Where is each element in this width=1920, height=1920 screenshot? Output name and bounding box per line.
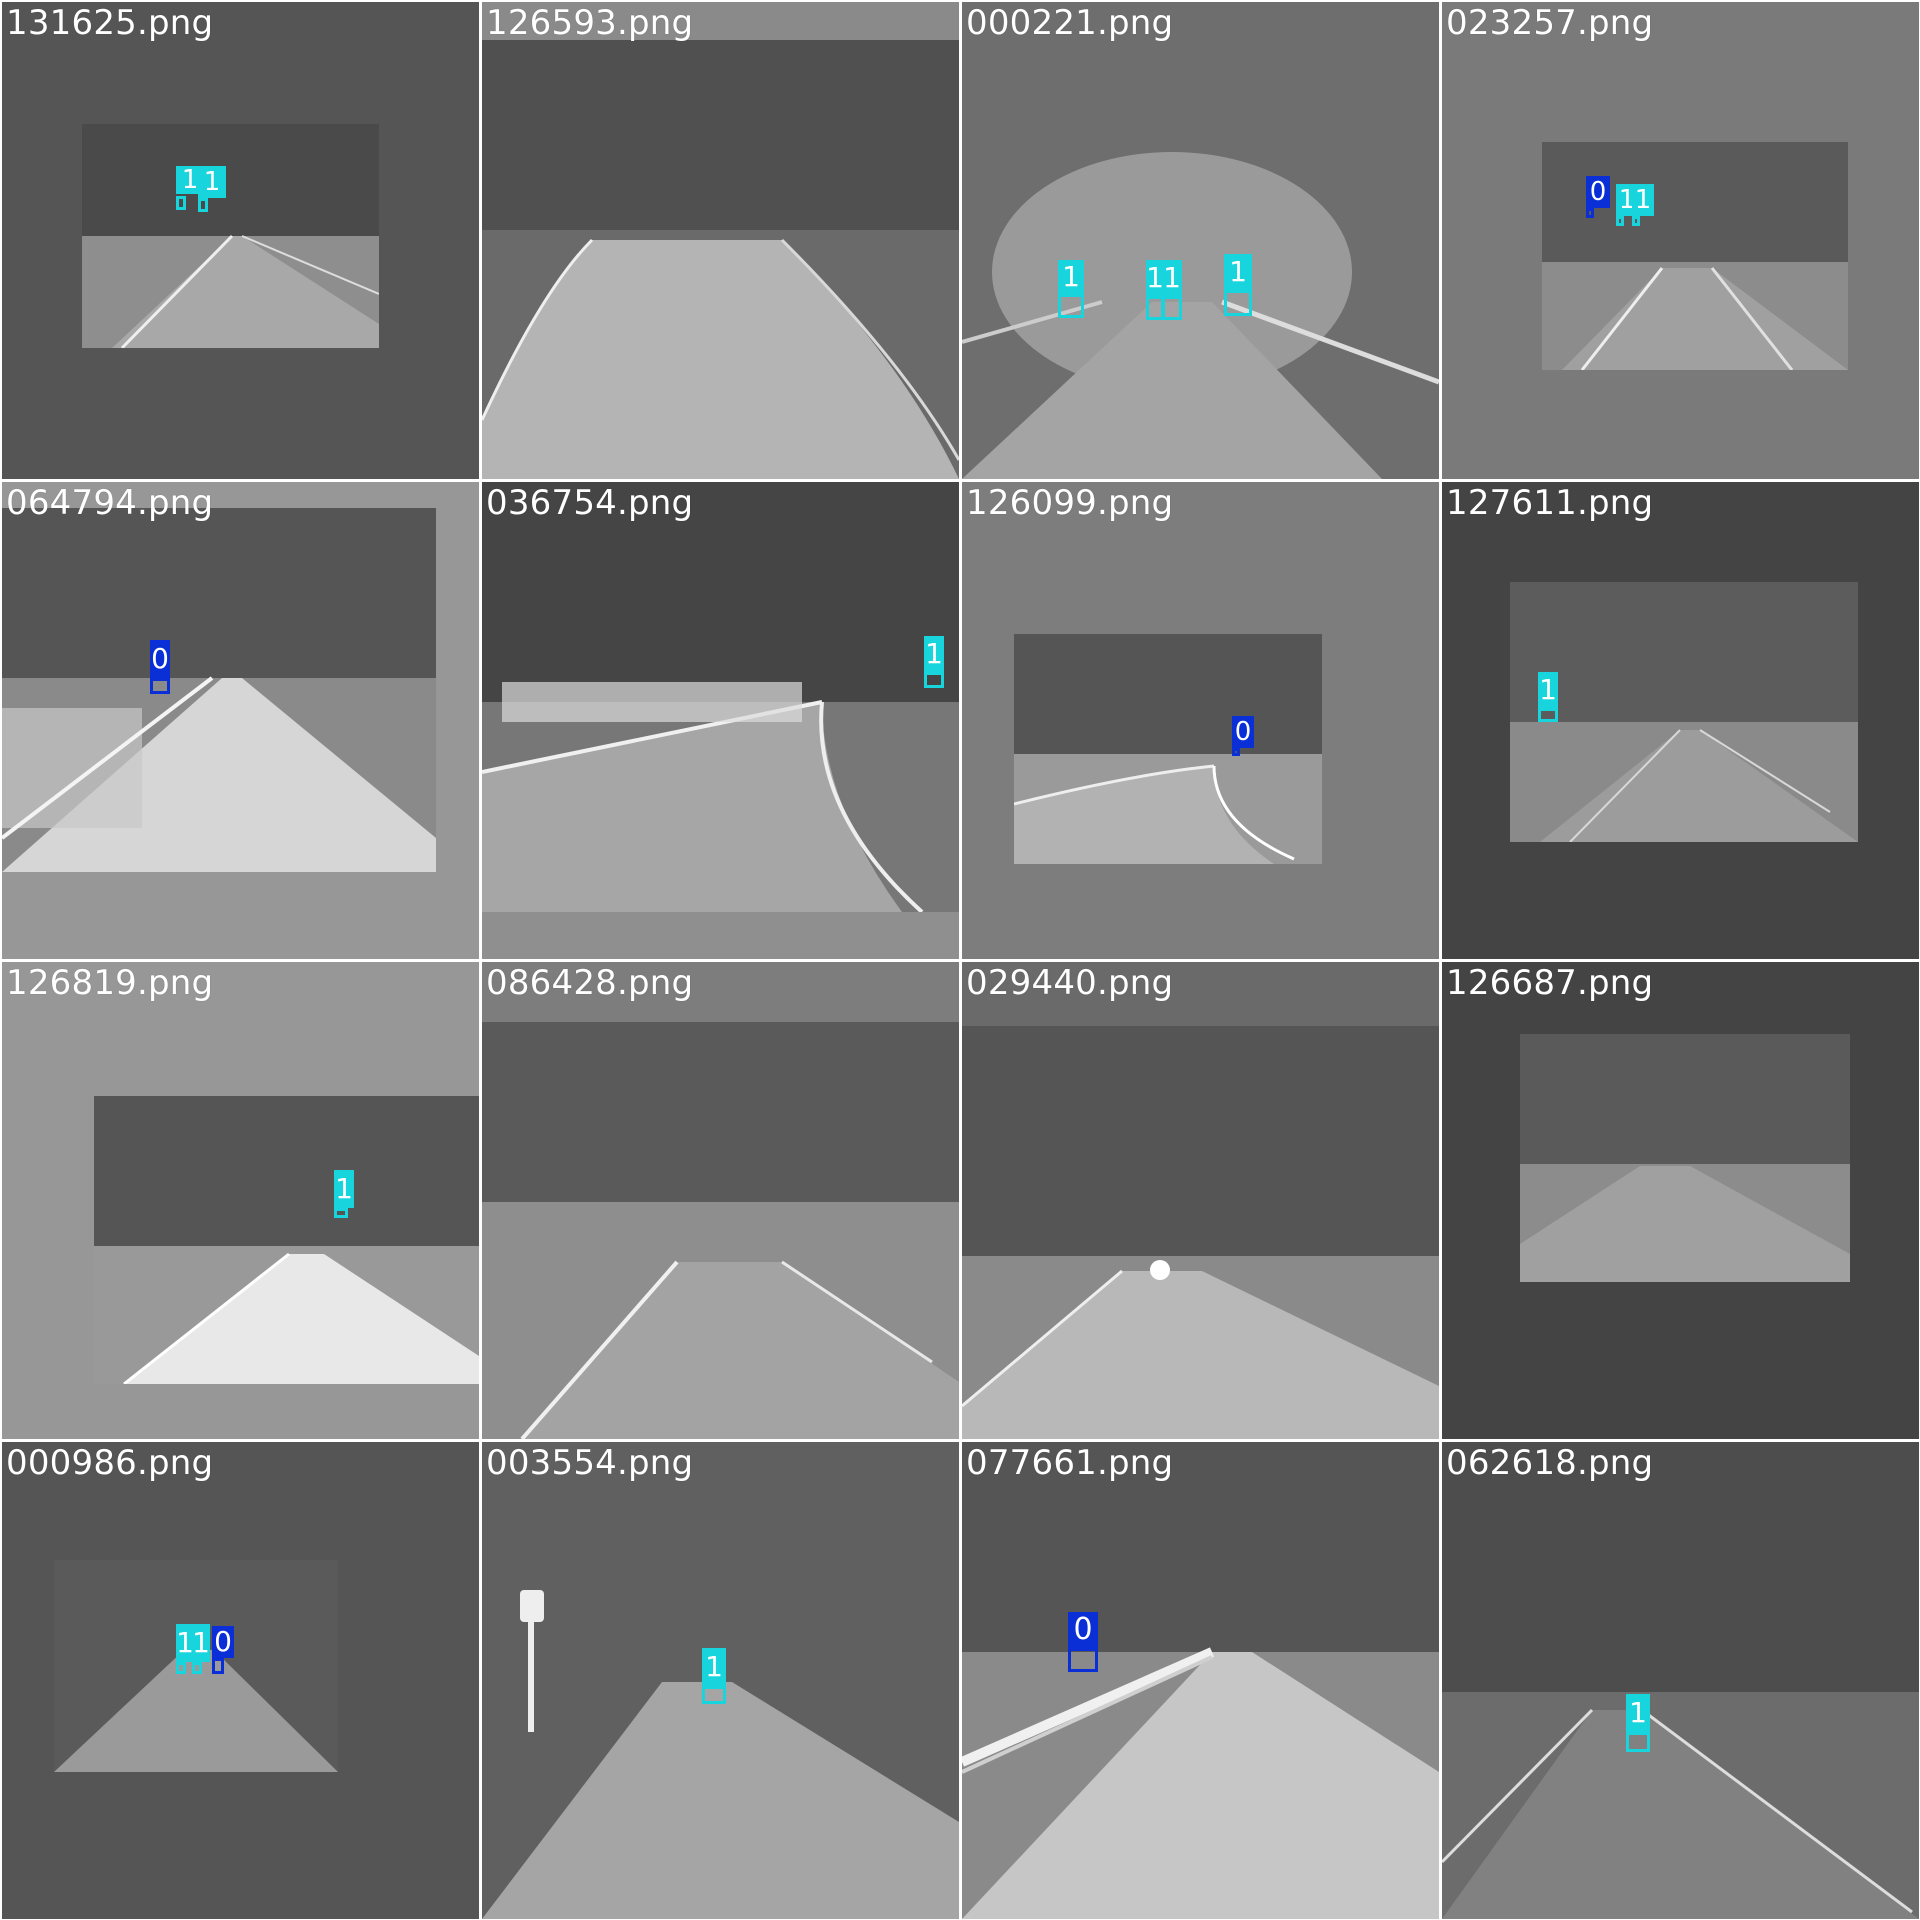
detection-label: 0 bbox=[1232, 716, 1254, 748]
thermal-road-image bbox=[1510, 582, 1858, 842]
image-tile[interactable]: 000986.png 1 1 0 bbox=[2, 1442, 479, 1919]
detection-label: 1 bbox=[192, 1624, 210, 1662]
image-tile[interactable]: 126099.png 0 bbox=[962, 482, 1439, 959]
detection-label: 1 bbox=[702, 1648, 726, 1686]
image-tile[interactable]: 036754.png 1 bbox=[482, 482, 959, 959]
image-filename: 127611.png bbox=[1446, 483, 1654, 523]
thermal-road-image bbox=[482, 1442, 959, 1919]
image-tile[interactable]: 003554.png 1 bbox=[482, 1442, 959, 1919]
image-filename: 126819.png bbox=[6, 963, 214, 1003]
image-tile[interactable]: 086428.png bbox=[482, 962, 959, 1439]
detection-label: 0 bbox=[1586, 176, 1610, 208]
image-tile[interactable]: 064794.png 0 bbox=[2, 482, 479, 959]
detection-label: 1 bbox=[1162, 260, 1182, 296]
detection-label: 1 bbox=[1146, 260, 1164, 296]
detection-label: 0 bbox=[150, 640, 170, 678]
detection-label: 1 bbox=[176, 1624, 194, 1662]
detection-label: 1 bbox=[1632, 184, 1654, 216]
image-filename: 126593.png bbox=[486, 3, 694, 43]
thermal-road-image bbox=[482, 40, 959, 479]
thermal-road-image bbox=[82, 124, 379, 348]
image-tile[interactable]: 000221.png 1 1 1 1 bbox=[962, 2, 1439, 479]
image-filename: 086428.png bbox=[486, 963, 694, 1003]
image-tile[interactable]: 126593.png bbox=[482, 2, 959, 479]
thermal-road-image bbox=[54, 1560, 338, 1772]
image-filename: 131625.png bbox=[6, 3, 214, 43]
image-tile[interactable]: 131625.png 1 1 bbox=[2, 2, 479, 479]
thermal-road-image bbox=[2, 508, 436, 872]
image-filename: 126687.png bbox=[1446, 963, 1654, 1003]
detection-label: 1 bbox=[924, 636, 944, 672]
image-tile[interactable]: 029440.png bbox=[962, 962, 1439, 1439]
detection-label: 1 bbox=[198, 166, 226, 198]
image-tile[interactable]: 126687.png bbox=[1442, 962, 1919, 1439]
image-filename: 126099.png bbox=[966, 483, 1174, 523]
thermal-road-image bbox=[962, 1026, 1439, 1439]
detection-label: 1 bbox=[1058, 260, 1084, 294]
thermal-road-image bbox=[94, 1096, 479, 1384]
thermal-road-image bbox=[482, 1022, 959, 1439]
thermal-road-image bbox=[482, 482, 959, 912]
image-filename: 029440.png bbox=[966, 963, 1174, 1003]
image-tile[interactable]: 126819.png 1 bbox=[2, 962, 479, 1439]
thermal-road-image bbox=[1520, 1034, 1850, 1282]
image-filename: 000986.png bbox=[6, 1443, 214, 1483]
image-tile[interactable]: 062618.png 1 bbox=[1442, 1442, 1919, 1919]
detection-label: 0 bbox=[212, 1626, 234, 1658]
thermal-road-image bbox=[1442, 1442, 1919, 1919]
image-tile[interactable]: 023257.png 0 1 1 bbox=[1442, 2, 1919, 479]
detection-label: 1 bbox=[1626, 1694, 1650, 1732]
image-tile[interactable]: 127611.png 1 bbox=[1442, 482, 1919, 959]
image-tile[interactable]: 077661.png 0 bbox=[962, 1442, 1439, 1919]
detection-label: 0 bbox=[1068, 1612, 1098, 1648]
thermal-road-image bbox=[1014, 634, 1322, 864]
image-filename: 023257.png bbox=[1446, 3, 1654, 43]
detection-label: 1 bbox=[1224, 254, 1252, 290]
detection-label: 1 bbox=[334, 1170, 354, 1208]
detection-label: 1 bbox=[1538, 672, 1558, 708]
thermal-road-image bbox=[962, 2, 1439, 479]
thermal-road-image bbox=[962, 1442, 1439, 1919]
